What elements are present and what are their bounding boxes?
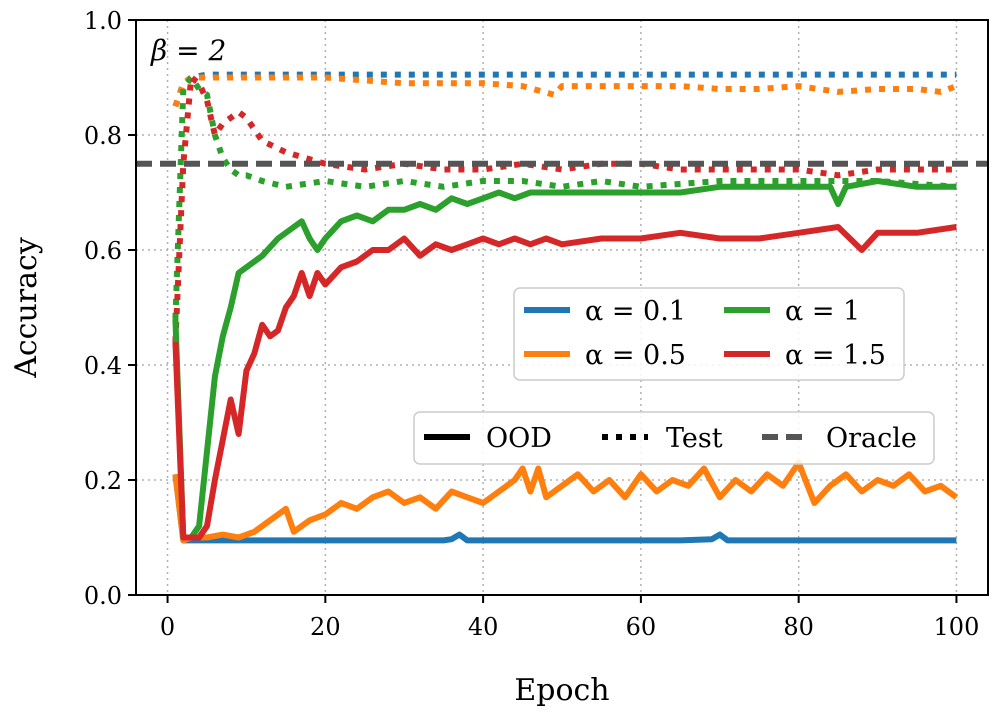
- series-line-1-5-ood: [172, 224, 957, 541]
- series-line-0-5-ood: [172, 459, 959, 544]
- alpha-legend: α = 0.1 α = 0.5 α = 1 α = 1.5: [513, 287, 905, 381]
- series-line-0-5-test: [172, 74, 958, 108]
- legend-label-alpha-0-5: α = 0.5: [585, 340, 686, 371]
- x-tick-label: 0: [160, 613, 175, 641]
- legend-label-alpha-0-1: α = 0.1: [585, 296, 686, 327]
- y-tick-label: 0.6: [84, 237, 122, 265]
- style-legend: OOD Test Oracle: [413, 411, 935, 465]
- series-line-0-1-ood: [172, 473, 957, 544]
- x-tick-label: 40: [468, 613, 499, 641]
- plot-frame: [135, 19, 989, 596]
- series-line-1-test: [172, 74, 957, 320]
- y-axis-label: Accuracy: [9, 237, 44, 379]
- y-tick-label: 0.8: [84, 122, 122, 150]
- y-tick-label: 1.0: [84, 7, 122, 35]
- legend-label-oracle: Oracle: [826, 423, 917, 454]
- x-tick-label: 80: [783, 613, 814, 641]
- x-tick-label: 60: [626, 613, 657, 641]
- y-tick-label: 0.0: [84, 582, 122, 610]
- x-axis-label: Epoch: [514, 673, 609, 708]
- legend-label-alpha-1: α = 1: [785, 296, 860, 327]
- legend-label-alpha-1-5: α = 1.5: [785, 340, 886, 371]
- series-line-1-ood: [172, 178, 957, 541]
- legend-label-ood: OOD: [486, 423, 552, 454]
- x-tick-label: 20: [310, 613, 341, 641]
- beta-annotation: β = 2: [150, 34, 226, 67]
- x-tick-label: 100: [934, 613, 980, 641]
- legend-label-test: Test: [666, 423, 723, 454]
- y-tick-label: 0.2: [84, 467, 122, 495]
- axis-ticks: 0 20 40 60 80 100 0.0 0.2 0.4 0.6 0.8 1.0: [84, 7, 980, 641]
- y-tick-label: 0.4: [84, 352, 122, 380]
